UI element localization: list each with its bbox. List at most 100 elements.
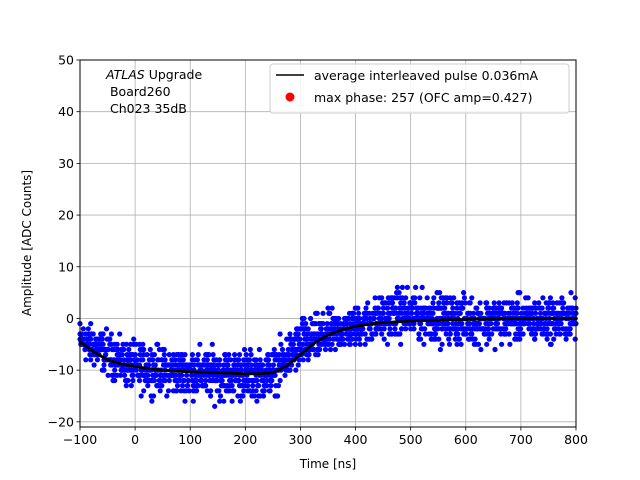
- scatter-point: [117, 372, 124, 378]
- y-tick-label: 20: [58, 208, 74, 223]
- scatter-point: [329, 305, 335, 311]
- scatter-point: [126, 346, 132, 353]
- scatter-point: [536, 300, 542, 306]
- scatter-point: [341, 341, 348, 347]
- scatter-point: [430, 310, 436, 316]
- scatter-point: [439, 341, 445, 347]
- scatter-point: [525, 295, 531, 301]
- scatter-point: [559, 295, 565, 301]
- scatter-point: [363, 305, 369, 311]
- scatter-point: [217, 393, 224, 399]
- scatter-point: [484, 300, 490, 306]
- scatter-point: [432, 331, 439, 337]
- scatter-point: [460, 305, 466, 311]
- scatter-point: [240, 393, 246, 399]
- scatter-point: [133, 367, 139, 373]
- scatter-point: [290, 341, 296, 347]
- scatter-point: [567, 326, 573, 332]
- scatter-point: [550, 300, 556, 306]
- scatter-point: [152, 362, 158, 368]
- scatter-point: [463, 331, 469, 337]
- scatter-point: [394, 284, 400, 290]
- scatter-point: [131, 336, 137, 342]
- scatter-point: [101, 362, 107, 368]
- scatter-point: [297, 336, 303, 342]
- scatter-point: [318, 326, 324, 332]
- scatter-point: [509, 300, 515, 306]
- scatter-point: [517, 290, 523, 296]
- scatter-point: [161, 352, 167, 358]
- x-tick-label: 300: [289, 432, 313, 447]
- scatter-point: [151, 352, 157, 358]
- scatter-point: [295, 362, 301, 368]
- scatter-point: [560, 305, 566, 311]
- scatter-point: [532, 310, 539, 316]
- scatter-point: [208, 388, 214, 394]
- x-axis-label: Time [ns]: [299, 457, 356, 471]
- scatter-point: [418, 336, 424, 342]
- scatter-point: [217, 362, 223, 368]
- scatter-point: [279, 346, 286, 353]
- scatter-point: [190, 398, 196, 404]
- scatter-point: [325, 305, 331, 311]
- scatter-point: [563, 336, 569, 342]
- scatter-point: [125, 377, 131, 384]
- scatter-point: [128, 383, 134, 389]
- y-tick-label: 10: [58, 259, 74, 274]
- scatter-point: [486, 305, 492, 311]
- scatter-point: [419, 284, 425, 290]
- scatter-point: [219, 377, 225, 384]
- scatter-point: [287, 331, 293, 337]
- scatter-point: [462, 300, 468, 306]
- scatter-point: [151, 393, 157, 399]
- scatter-point: [208, 393, 214, 399]
- scatter-point: [308, 315, 314, 322]
- scatter-point: [408, 310, 415, 316]
- scatter-point: [314, 310, 320, 316]
- scatter-point: [435, 326, 441, 332]
- scatter-point: [551, 336, 557, 342]
- scatter-point: [381, 336, 387, 342]
- scatter-point: [324, 321, 330, 327]
- x-axis-ticks: −100 0 100 200 300 400 500 600 700 800: [63, 427, 588, 447]
- scatter-point: [155, 341, 161, 347]
- scatter-point: [496, 300, 502, 306]
- annotation-upgrade: Upgrade: [145, 67, 203, 82]
- scatter-point: [112, 367, 118, 373]
- scatter-point: [149, 398, 155, 404]
- scatter-point: [491, 300, 497, 306]
- scatter-point: [150, 357, 156, 363]
- scatter-point: [421, 341, 427, 347]
- scatter-point: [248, 352, 254, 358]
- scatter-point: [514, 300, 520, 306]
- scatter-point: [379, 295, 385, 301]
- scatter-point: [494, 321, 501, 327]
- scatter-point: [189, 352, 195, 358]
- scatter-point: [437, 346, 443, 353]
- scatter-point: [398, 341, 404, 347]
- scatter-point: [457, 310, 463, 316]
- scatter-point: [369, 336, 375, 342]
- scatter-point: [372, 295, 378, 301]
- scatter-point: [396, 315, 402, 322]
- scatter-point: [185, 377, 191, 384]
- scatter-point: [151, 377, 157, 384]
- scatter-point: [381, 326, 387, 332]
- scatter-point: [194, 357, 200, 363]
- scatter-point: [411, 326, 417, 332]
- scatter-point: [478, 310, 484, 316]
- scatter-point: [246, 357, 253, 363]
- scatter-point: [447, 331, 453, 337]
- scatter-point: [216, 388, 222, 394]
- scatter-point: [231, 388, 237, 394]
- scatter-point: [278, 341, 284, 347]
- scatter-point: [539, 305, 545, 311]
- line-series: [78, 317, 578, 376]
- scatter-point: [446, 341, 453, 347]
- x-tick-label: 0: [131, 432, 139, 447]
- scatter-point: [517, 336, 523, 342]
- scatter-point: [180, 357, 186, 363]
- scatter-point: [548, 341, 554, 347]
- scatter-point: [547, 331, 554, 337]
- annotation-line-3: Ch023 35dB: [106, 101, 187, 116]
